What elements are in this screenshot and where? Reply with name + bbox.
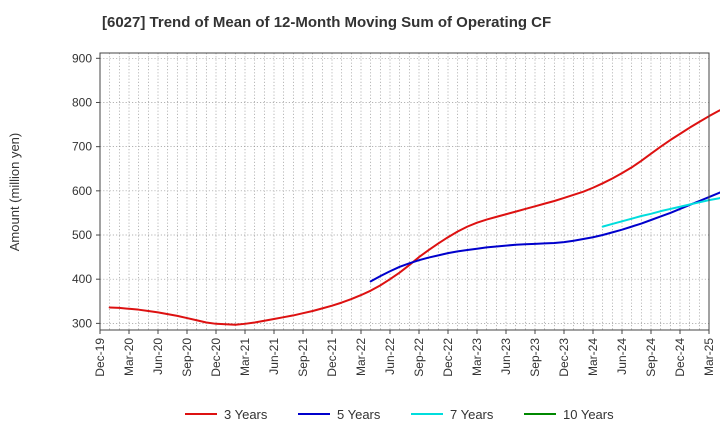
x-tick-label: Sep-21 — [296, 338, 310, 377]
x-tick-label: Jun-23 — [499, 338, 513, 375]
chart-title: [6027] Trend of Mean of 12-Month Moving … — [102, 14, 552, 31]
legend-label: 3 Years — [224, 407, 268, 422]
series-line-3-years — [108, 109, 720, 326]
x-tick-label: Dec-22 — [441, 338, 455, 377]
x-tick-label: Sep-24 — [644, 338, 658, 377]
grid-layer — [100, 53, 709, 330]
x-tick-label: Jun-22 — [383, 338, 397, 375]
x-tick-label: Mar-25 — [702, 338, 716, 376]
x-tick-label: Sep-23 — [528, 338, 542, 377]
legend-label: 7 Years — [450, 407, 494, 422]
y-tick-layer: 300 400 500 600 700 800 900 — [72, 51, 100, 330]
x-tick-label: Mar-21 — [238, 338, 252, 376]
legend: 3 Years 5 Years 7 Years 10 Years — [185, 407, 614, 422]
y-tick-label: 900 — [72, 51, 92, 65]
x-tick-label: Mar-22 — [354, 338, 368, 376]
plot-frame — [99, 52, 710, 331]
x-tick-label: Jun-24 — [615, 338, 629, 375]
x-tick-label: Jun-20 — [151, 338, 165, 375]
y-tick-label: 400 — [72, 272, 92, 286]
x-tick-label: Mar-23 — [470, 338, 484, 376]
series-line-5-years — [369, 191, 720, 283]
y-axis-label: Amount (million yen) — [7, 133, 22, 252]
x-tick-label: Jun-21 — [267, 338, 281, 375]
y-tick-label: 800 — [72, 95, 92, 109]
y-tick-label: 500 — [72, 228, 92, 242]
x-tick-layer: Dec-19 Mar-20 Jun-20 Sep-20 Dec-20 Mar-21 Jun-… — [93, 330, 716, 377]
x-tick-label: Sep-20 — [180, 338, 194, 377]
series-layer — [108, 109, 720, 326]
x-tick-label: Dec-19 — [93, 338, 107, 377]
x-tick-label: Sep-22 — [412, 338, 426, 377]
legend-label: 5 Years — [337, 407, 381, 422]
x-tick-label: Mar-20 — [122, 338, 136, 376]
x-tick-label: Dec-23 — [557, 338, 571, 377]
legend-label: 10 Years — [563, 407, 614, 422]
y-tick-label: 600 — [72, 184, 92, 198]
y-tick-label: 700 — [72, 140, 92, 154]
x-tick-label: Dec-20 — [209, 338, 223, 377]
x-tick-label: Dec-21 — [325, 338, 339, 377]
y-tick-label: 300 — [72, 316, 92, 330]
series-line-7-years — [601, 197, 720, 228]
x-tick-label: Dec-24 — [673, 338, 687, 377]
x-tick-label: Mar-24 — [586, 338, 600, 376]
